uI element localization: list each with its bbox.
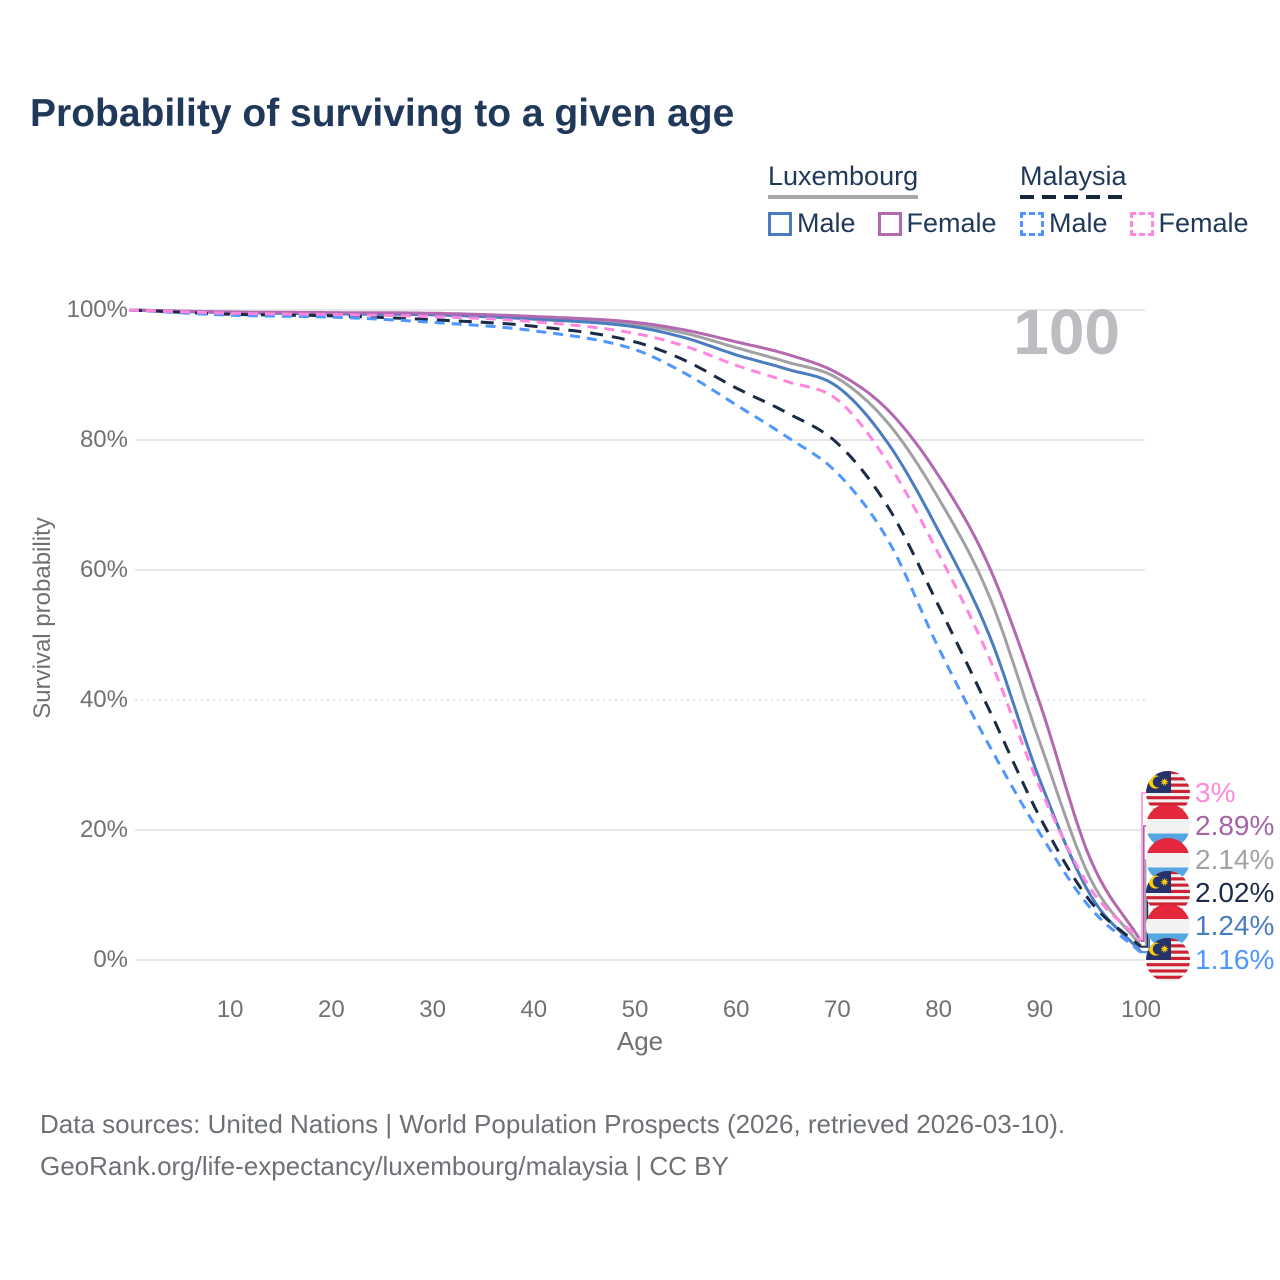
legend-item-label: Male: [1049, 208, 1108, 238]
page-title: Probability of surviving to a given age: [30, 92, 735, 135]
y-tick-20: 20%: [79, 816, 128, 843]
end-label-malaysia-2.02pct: 2.02%: [1146, 871, 1274, 915]
curve-luxembourg-both[interactable]: [128, 308, 1143, 948]
x-axis-title: Age: [616, 1026, 664, 1056]
y-axis-title: Survival probability: [29, 517, 56, 719]
end-label-value: 1.16%: [1195, 944, 1275, 975]
legend-group-malaysia: Malaysia Male Female: [1020, 161, 1271, 239]
legend-item-luxembourg-male[interactable]: Male: [768, 208, 856, 239]
legend-item-malaysia-female[interactable]: Female: [1129, 208, 1249, 239]
legend-item-label: Male: [797, 208, 856, 238]
end-label-malaysia-1.16pct: 1.16%: [1146, 938, 1274, 982]
end-label-value: 3%: [1195, 777, 1236, 808]
curve-luxembourg-male[interactable]: [128, 308, 1143, 953]
malaysia-flag-icon: [1146, 938, 1190, 982]
curve-malaysia-male[interactable]: [128, 308, 1142, 954]
x-tick-60: 60: [722, 996, 750, 1023]
legend-item-label: Female: [906, 208, 997, 238]
end-label-value: 2.89%: [1195, 810, 1275, 841]
y-tick-40: 40%: [79, 686, 128, 713]
x-tick-40: 40: [520, 996, 548, 1023]
x-tick-90: 90: [1026, 996, 1054, 1023]
legend-item-luxembourg-female[interactable]: Female: [877, 208, 997, 239]
y-tick-100: 100%: [66, 296, 128, 323]
legend-swatch-icon: [768, 211, 792, 236]
legend-item-malaysia-male[interactable]: Male: [1020, 208, 1108, 239]
hover-age-readout: 100: [1013, 296, 1120, 368]
y-tick-60: 60%: [79, 556, 128, 583]
y-tick-0: 0%: [93, 946, 128, 973]
x-tick-20: 20: [318, 996, 345, 1023]
legend-country-label: Luxembourg: [768, 161, 919, 202]
y-tick-80: 80%: [79, 426, 128, 453]
x-tick-30: 30: [419, 996, 446, 1023]
malaysia-flag-icon: [1146, 871, 1190, 915]
curve-luxembourg-female[interactable]: [128, 308, 1143, 943]
legend-group-luxembourg: Luxembourg Male Female: [768, 161, 1019, 239]
x-tick-10: 10: [216, 996, 244, 1023]
x-tick-100: 100: [1120, 996, 1162, 1023]
end-label-value: 2.14%: [1195, 844, 1275, 875]
legend-item-label: Female: [1158, 208, 1249, 238]
end-label-value: 1.24%: [1195, 910, 1275, 941]
x-tick-70: 70: [824, 996, 851, 1023]
legend-country-label: Malaysia: [1020, 161, 1127, 202]
legend-swatch-icon: [1129, 211, 1154, 236]
end-label-value: 2.02%: [1195, 877, 1275, 908]
legend-swatch-icon: [1020, 211, 1044, 236]
legend-swatch-icon: [877, 211, 902, 236]
x-tick-80: 80: [925, 996, 952, 1023]
curve-malaysia-female[interactable]: [128, 308, 1143, 942]
attribution-link[interactable]: GeoRank.org/life-expectancy/luxembourg/m…: [40, 1151, 729, 1181]
data-sources-note: Data sources: United Nations | World Pop…: [40, 1109, 1066, 1139]
curve-malaysia-both[interactable]: [128, 308, 1142, 949]
x-tick-50: 50: [621, 996, 649, 1023]
